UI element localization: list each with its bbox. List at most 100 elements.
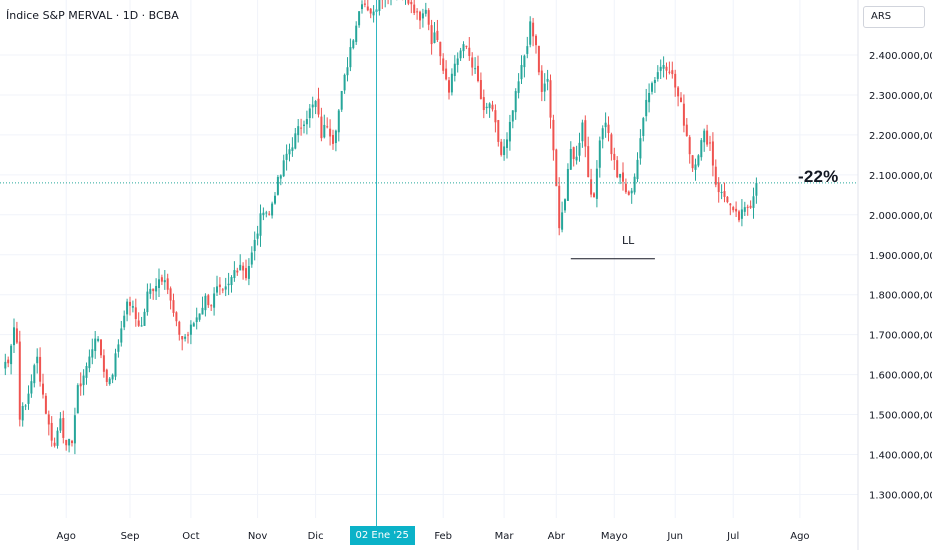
candle-body — [680, 97, 682, 103]
candle-body — [656, 72, 659, 79]
candle-body — [549, 80, 552, 118]
candle-body — [627, 191, 630, 195]
x-tick-label: Mar — [495, 531, 515, 542]
candle-body — [311, 104, 314, 108]
candle-body — [253, 239, 256, 252]
candle-body — [665, 66, 668, 71]
candle-body — [256, 233, 259, 239]
candle-body — [552, 119, 555, 151]
candle-body — [682, 103, 685, 126]
candle-body — [102, 355, 105, 372]
candle-body — [703, 130, 706, 143]
candle-body — [140, 325, 143, 327]
candle-body — [653, 79, 656, 84]
candle-body — [192, 323, 195, 327]
candle-body — [201, 307, 204, 315]
candle-body — [506, 139, 508, 148]
candle-body — [450, 73, 453, 93]
candle-body — [111, 374, 114, 380]
candle-body — [526, 46, 529, 54]
candle-body — [500, 141, 503, 155]
candle-body — [149, 288, 152, 294]
candle-body — [245, 268, 247, 279]
y-tick-label: 2.400.000,000 — [869, 51, 932, 62]
candle-body — [82, 375, 85, 386]
candle-body — [343, 74, 346, 91]
candle-body — [314, 101, 317, 107]
candle-body — [645, 99, 648, 117]
candle-body — [610, 134, 613, 155]
candle-body — [474, 68, 477, 70]
candle-body — [720, 192, 723, 194]
candle-body — [564, 199, 566, 211]
candle-body — [471, 57, 474, 68]
candle-body — [146, 291, 149, 313]
candle-body — [24, 405, 27, 407]
candle-body — [178, 321, 181, 335]
candle-body — [445, 68, 448, 80]
candle-body — [738, 211, 740, 221]
candle-body — [242, 265, 245, 271]
candle-body — [407, 0, 410, 4]
candle-body — [334, 130, 337, 144]
price-axis[interactable]: 2.400.000,000 2.300.000,000 2.200.000,000 2… — [869, 51, 932, 501]
candle-body — [65, 439, 68, 446]
candle-body — [204, 295, 207, 311]
candle-body — [706, 130, 709, 145]
candle-body — [749, 205, 752, 208]
candle-body — [94, 338, 97, 351]
candle-body — [755, 182, 758, 196]
candle-body — [332, 135, 334, 144]
candle-body — [56, 430, 59, 446]
candle-body — [491, 104, 494, 110]
candle-body — [97, 338, 100, 341]
candle-body — [79, 383, 82, 387]
candle-body — [566, 168, 569, 201]
candle-body — [535, 35, 537, 46]
candle-body — [424, 9, 427, 14]
candle-body — [18, 341, 21, 420]
candle-body — [709, 142, 711, 144]
candle-body — [648, 92, 651, 103]
x-tick-label: Ago — [57, 531, 76, 542]
candle-body — [514, 91, 517, 113]
candle-body — [134, 307, 137, 320]
candle-body — [529, 21, 532, 45]
candle-body — [488, 103, 491, 109]
candle-body — [735, 208, 738, 212]
candle-body — [543, 83, 546, 92]
candle-body — [546, 78, 549, 82]
candle-body — [511, 110, 514, 122]
candle-body — [39, 356, 42, 382]
candle-body — [326, 126, 329, 128]
x-tick-label: Jun — [666, 531, 683, 542]
candle-body — [697, 155, 700, 166]
candle-body — [378, 0, 381, 11]
candle-body — [613, 153, 616, 160]
candle-body — [181, 336, 184, 340]
candle-body — [482, 97, 485, 111]
candle-body — [352, 40, 355, 49]
candle-body — [218, 284, 221, 288]
candle-body — [184, 336, 187, 339]
candle-body — [520, 65, 523, 80]
candle-body — [47, 414, 50, 425]
y-tick-label: 1.700.000,000 — [869, 331, 932, 342]
candle-body — [73, 415, 76, 444]
candle-body — [71, 440, 73, 444]
candle-body — [268, 213, 271, 215]
time-axis[interactable]: Ago Sep Oct Nov Dic Feb Mar Abr Mayo Jun Jul Ago — [57, 531, 810, 542]
candle-body — [126, 301, 129, 315]
candle-body — [317, 98, 320, 115]
candle-body — [694, 164, 697, 170]
candle-body — [442, 58, 445, 71]
candle-body — [117, 344, 120, 352]
candle-body — [700, 140, 703, 158]
chart-grid — [0, 0, 859, 550]
x-tick-label: Jul — [726, 531, 739, 542]
currency-selector[interactable]: ARS — [863, 6, 925, 28]
candle-body — [717, 182, 720, 193]
candle-body — [291, 147, 294, 151]
x-tick-label: Ago — [790, 531, 809, 542]
